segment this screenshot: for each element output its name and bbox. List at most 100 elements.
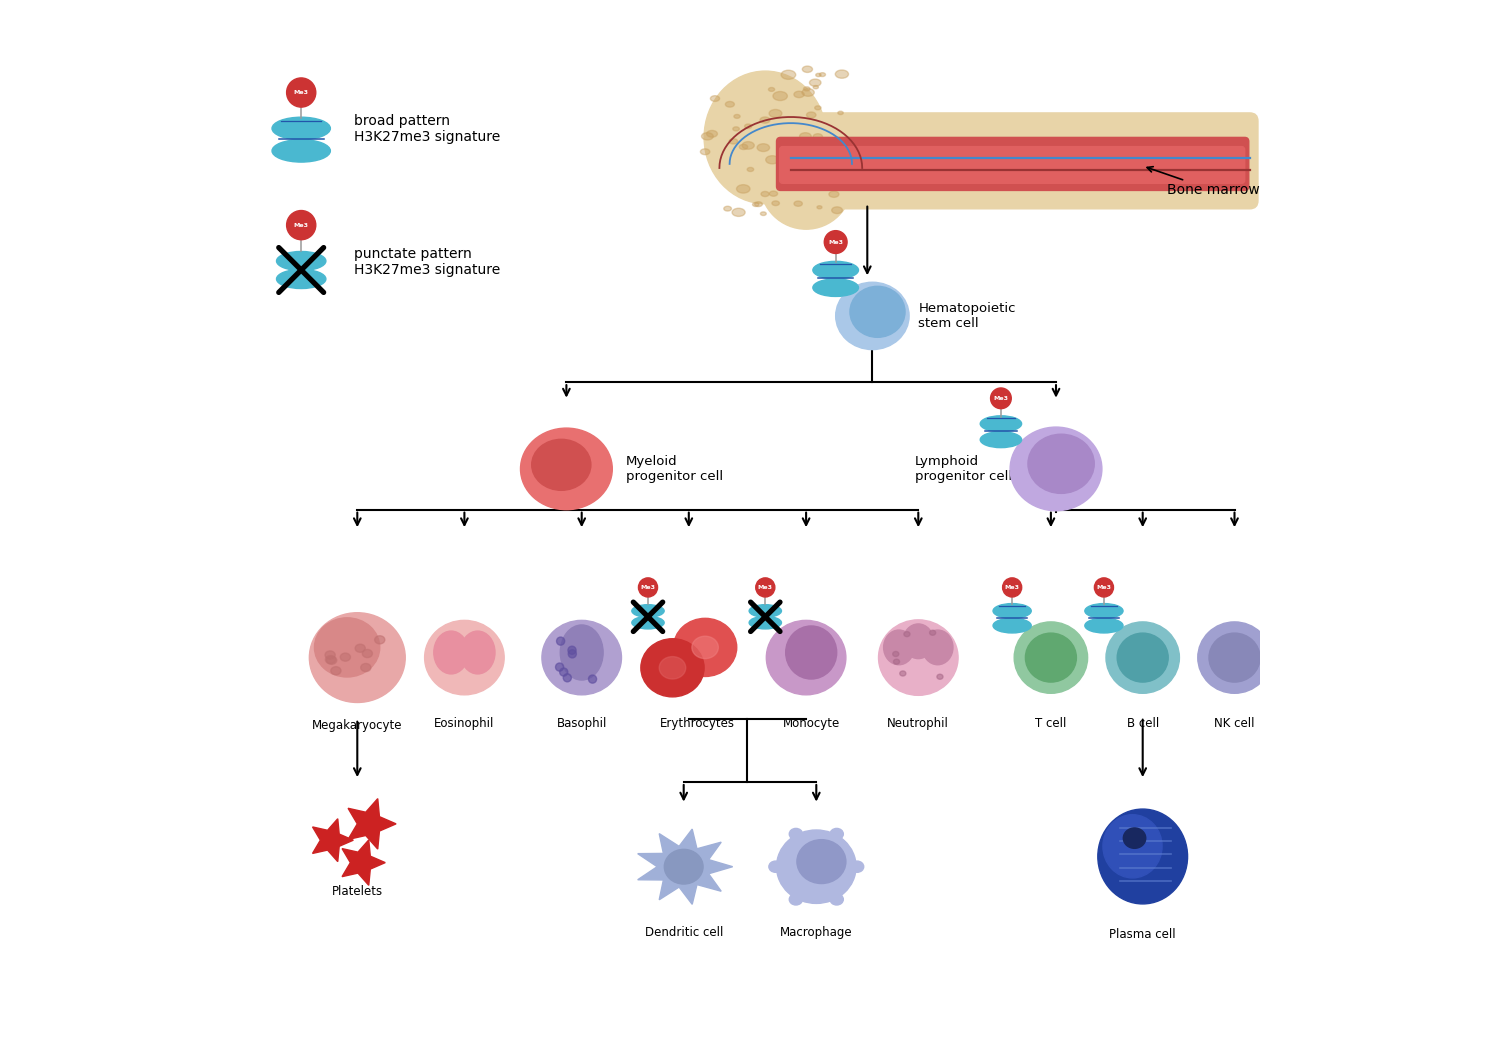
Text: Dendritic cell: Dendritic cell [645,926,723,939]
Ellipse shape [794,91,804,98]
Ellipse shape [1106,622,1179,693]
Ellipse shape [568,646,576,654]
Ellipse shape [309,613,405,702]
Ellipse shape [326,651,334,659]
Ellipse shape [993,604,1030,618]
Ellipse shape [789,828,802,840]
Ellipse shape [632,616,664,629]
Text: punctate pattern
H3K27me3 signature: punctate pattern H3K27me3 signature [354,247,501,277]
Ellipse shape [356,645,366,652]
Ellipse shape [531,439,591,490]
Ellipse shape [702,132,714,140]
Ellipse shape [836,70,849,79]
Ellipse shape [327,656,338,665]
Ellipse shape [747,167,753,171]
Ellipse shape [1118,633,1168,682]
Text: B cell: B cell [1126,717,1160,730]
Circle shape [825,231,848,253]
Text: Lymphoid
progenitor cell: Lymphoid progenitor cell [915,455,1013,483]
Ellipse shape [340,653,351,662]
Text: Bone marrow: Bone marrow [1148,167,1260,197]
Ellipse shape [1209,633,1260,682]
Ellipse shape [802,88,814,97]
Ellipse shape [561,625,603,680]
Ellipse shape [748,605,782,617]
Ellipse shape [834,176,844,183]
Ellipse shape [704,71,827,204]
Ellipse shape [1098,810,1188,904]
Circle shape [286,78,316,107]
Ellipse shape [850,861,864,873]
Ellipse shape [700,149,709,154]
Text: NK cell: NK cell [1215,717,1255,730]
Ellipse shape [813,133,822,140]
Text: broad pattern
H3K27me3 signature: broad pattern H3K27me3 signature [354,114,501,144]
Ellipse shape [768,87,774,91]
Ellipse shape [375,635,386,644]
Ellipse shape [800,148,813,158]
Ellipse shape [726,102,735,107]
Ellipse shape [807,112,816,118]
Ellipse shape [836,282,909,350]
Text: T cell: T cell [1035,717,1066,730]
Ellipse shape [770,861,782,873]
Text: Me3: Me3 [294,90,309,94]
Ellipse shape [640,638,704,697]
Text: Basophil: Basophil [556,717,608,730]
FancyBboxPatch shape [777,113,1258,209]
Text: Macrophage: Macrophage [780,926,852,939]
FancyBboxPatch shape [780,147,1245,184]
FancyBboxPatch shape [777,138,1250,190]
Ellipse shape [754,202,762,207]
Text: Me3: Me3 [294,223,309,228]
Ellipse shape [980,432,1022,447]
Ellipse shape [555,663,564,671]
Ellipse shape [786,626,837,679]
Text: Platelets: Platelets [332,885,382,898]
Ellipse shape [813,85,819,89]
Ellipse shape [813,279,858,296]
Circle shape [756,578,776,597]
Ellipse shape [903,624,933,658]
Ellipse shape [556,637,564,645]
Text: Me3: Me3 [828,239,843,245]
Ellipse shape [789,894,802,905]
Ellipse shape [892,651,898,656]
Ellipse shape [765,155,778,164]
Ellipse shape [433,631,468,674]
Ellipse shape [1124,828,1146,848]
Ellipse shape [782,70,795,80]
Ellipse shape [794,156,802,162]
Ellipse shape [1084,604,1124,618]
Text: Me3: Me3 [993,396,1008,401]
Circle shape [1095,578,1113,597]
Ellipse shape [830,191,839,197]
Ellipse shape [664,849,704,884]
Ellipse shape [922,630,952,665]
Ellipse shape [560,668,568,676]
Ellipse shape [424,621,504,695]
Ellipse shape [813,261,858,279]
Circle shape [1002,578,1022,597]
Ellipse shape [760,191,770,196]
Ellipse shape [810,79,820,86]
Ellipse shape [830,894,843,905]
Ellipse shape [711,96,720,102]
Text: Me3: Me3 [758,585,772,590]
Ellipse shape [542,621,621,695]
Ellipse shape [272,140,330,162]
Ellipse shape [748,616,782,629]
Ellipse shape [732,208,746,216]
Ellipse shape [740,144,747,149]
Circle shape [990,387,1011,408]
Ellipse shape [1010,427,1102,510]
Ellipse shape [706,130,717,138]
Ellipse shape [758,144,770,151]
Ellipse shape [734,127,740,131]
Ellipse shape [736,185,750,193]
Ellipse shape [632,605,664,617]
Text: Hematopoietic
stem cell: Hematopoietic stem cell [918,302,1016,330]
Circle shape [639,578,657,597]
Ellipse shape [326,655,336,664]
Ellipse shape [276,270,326,289]
